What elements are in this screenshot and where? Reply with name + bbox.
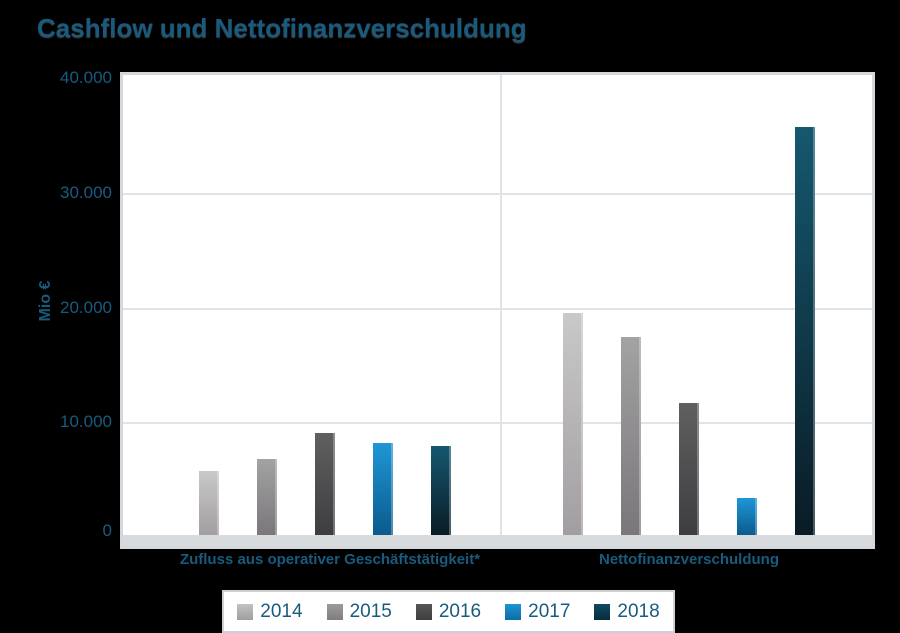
y-tick-0: 0 — [102, 521, 112, 540]
legend-label-2018: 2018 — [617, 600, 660, 622]
bar-operativ-2014 — [199, 471, 219, 535]
legend-swatch-2017 — [505, 603, 522, 620]
gridline-20000 — [123, 308, 872, 310]
x-axis-strip — [123, 535, 872, 546]
plot-card — [120, 72, 875, 549]
bar-nettofinanz-2018 — [795, 127, 815, 535]
category-label-nettofinanz: Nettofinanzverschuldung — [598, 551, 779, 568]
chart-title: Cashflow und Nettofinanzverschuldung — [37, 13, 527, 43]
legend-label-2016: 2016 — [438, 600, 482, 622]
y-tick-30000: 30.000 — [60, 183, 112, 202]
bar-operativ-2017 — [373, 443, 393, 535]
y-tick-10000: 10.000 — [60, 412, 112, 431]
bar-nettofinanz-2015 — [621, 337, 641, 535]
category-divider-line — [500, 75, 502, 535]
plot-area — [123, 75, 872, 535]
legend-item-2014: 2014 — [237, 600, 303, 623]
bar-nettofinanz-2017 — [737, 498, 757, 535]
legend-item-2015: 2015 — [326, 600, 392, 623]
legend: 2014 2015 2016 2017 2018 — [222, 590, 675, 633]
legend-swatch-2016 — [415, 603, 432, 620]
legend-item-2018: 2018 — [594, 600, 660, 623]
legend-label-2015: 2015 — [349, 600, 392, 622]
bar-operativ-2015 — [257, 459, 277, 535]
gridline-10000 — [123, 422, 872, 424]
bar-nettofinanz-2016 — [679, 403, 699, 535]
legend-label-2017: 2017 — [528, 600, 571, 622]
gridline-30000 — [123, 193, 872, 195]
legend-swatch-2015 — [326, 603, 343, 620]
category-label-operativ: Zufluss aus operativer Geschäftstätigkei… — [179, 551, 481, 568]
y-tick-40000: 40.000 — [60, 68, 112, 87]
legend-item-2017: 2017 — [505, 601, 570, 623]
y-tick-20000: 20.000 — [60, 298, 112, 317]
bar-operativ-2018 — [431, 446, 451, 535]
bar-nettofinanz-2014 — [563, 313, 583, 535]
bar-operativ-2016 — [315, 433, 335, 535]
legend-swatch-2014 — [237, 603, 254, 620]
legend-swatch-2018 — [594, 603, 611, 620]
legend-item-2016: 2016 — [415, 600, 482, 623]
legend-label-2014: 2014 — [260, 600, 303, 622]
